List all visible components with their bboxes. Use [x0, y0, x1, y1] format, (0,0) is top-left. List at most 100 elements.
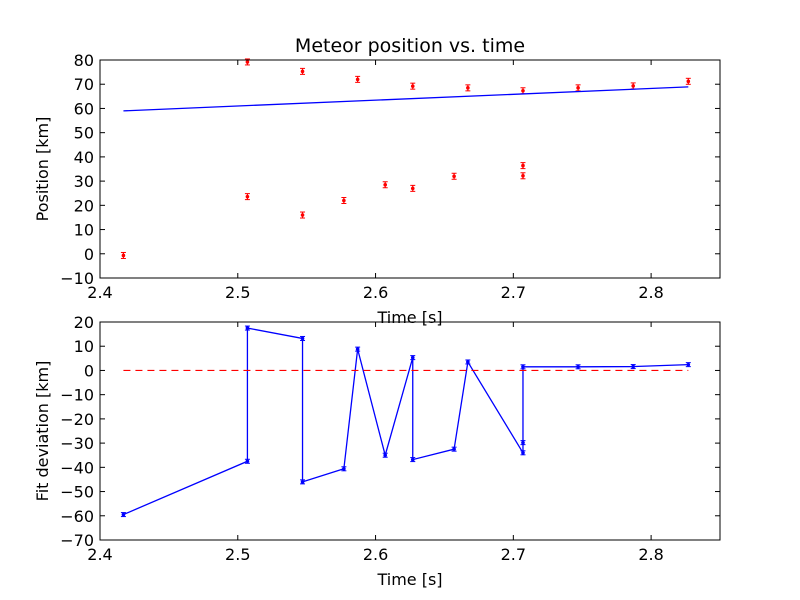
position-data-point	[410, 82, 416, 90]
position-plot-ylabel: Position [km]	[33, 117, 52, 222]
y-tick-label: 80	[74, 51, 94, 70]
deviation-point	[120, 512, 126, 518]
point-marker	[521, 163, 525, 168]
point-marker	[521, 173, 525, 178]
deviation-point	[410, 355, 416, 361]
position-data-point	[300, 211, 306, 219]
x-tick-label: 2.8	[638, 283, 663, 302]
x-tick-label: 2.8	[638, 545, 663, 564]
point-marker	[300, 480, 305, 484]
deviation-point	[630, 364, 636, 370]
point-marker	[466, 86, 470, 90]
deviation-plot-ylabel: Fit deviation [km]	[33, 361, 52, 502]
point-marker	[452, 447, 456, 451]
point-marker	[410, 355, 415, 360]
position-data-point	[382, 181, 388, 189]
point-marker	[300, 213, 305, 217]
y-tick-label: −60	[60, 507, 94, 526]
deviation-plot-frame	[99, 321, 721, 541]
point-marker	[245, 60, 250, 64]
x-tick-label: 2.7	[501, 545, 526, 564]
position-plot-xlabel: Time [s]	[376, 308, 442, 327]
deviation-point	[451, 446, 457, 452]
y-tick-label: 60	[74, 99, 94, 118]
point-marker	[383, 453, 388, 458]
deviation-plot-axes: 2.4 2.5 2.6 2.7 2.8 −70 −60 −50 −40 −30 −20 −10 0 10 2…	[60, 313, 721, 564]
position-data-point	[355, 75, 361, 83]
y-tick-label: −20	[60, 410, 94, 429]
y-tick-label: 70	[74, 75, 94, 94]
point-marker	[300, 69, 305, 74]
deviation-point	[520, 364, 526, 370]
point-marker	[121, 512, 126, 517]
x-tick-label: 2.6	[363, 283, 388, 302]
deviation-line	[123, 327, 689, 516]
position-plot-frame	[99, 59, 721, 279]
y-tick-label: −70	[60, 531, 94, 550]
point-marker	[686, 362, 691, 367]
point-marker	[521, 88, 525, 93]
point-marker	[410, 457, 415, 462]
y-tick-label: −40	[60, 458, 94, 477]
fit-line	[123, 86, 689, 112]
x-tick-label: 2.5	[225, 545, 250, 564]
y-tick-label: 0	[84, 361, 94, 380]
y-tick-label: −10	[60, 386, 94, 405]
position-data-point	[120, 251, 126, 259]
x-tick-label: 2.4	[87, 283, 112, 302]
deviation-point	[382, 452, 388, 458]
position-plot: Meteor position vs. time 2.4 2.5 2.6 2.7 2.8…	[33, 35, 721, 327]
point-marker	[576, 365, 580, 369]
y-tick-label: 10	[74, 221, 94, 240]
point-marker	[245, 326, 250, 330]
point-marker	[452, 174, 456, 179]
point-marker	[576, 86, 580, 90]
point-marker	[410, 186, 415, 191]
x-tick-label: 2.6	[363, 545, 388, 564]
point-marker	[521, 451, 525, 455]
x-tick-label: 2.5	[225, 283, 250, 302]
point-marker	[521, 365, 525, 369]
deviation-point	[244, 325, 250, 331]
point-marker	[383, 182, 388, 187]
position-data-point	[520, 162, 526, 170]
y-tick-label: 0	[84, 245, 94, 264]
position-data-point	[300, 67, 306, 75]
point-marker	[631, 84, 635, 88]
deviation-point	[300, 479, 306, 485]
deviation-point	[465, 359, 471, 365]
deviation-point	[355, 346, 361, 352]
point-marker	[355, 347, 360, 351]
position-plot-marks	[120, 58, 691, 259]
deviation-point	[244, 458, 250, 464]
deviation-point	[520, 450, 526, 456]
deviation-plot-xlabel: Time [s]	[376, 570, 442, 589]
point-marker	[410, 84, 415, 88]
y-tick-label: 20	[74, 196, 94, 215]
point-marker	[686, 79, 691, 84]
y-tick-label: 30	[74, 172, 94, 191]
point-marker	[245, 194, 250, 199]
position-data-point	[410, 184, 416, 192]
y-tick-label: 20	[74, 313, 94, 332]
deviation-point	[341, 466, 347, 472]
point-marker	[342, 198, 346, 203]
position-data-point	[520, 172, 526, 180]
point-marker	[300, 336, 305, 341]
y-tick-label: 50	[74, 124, 94, 143]
x-tick-label: 2.7	[501, 283, 526, 302]
position-data-point	[451, 172, 457, 180]
point-marker	[631, 364, 635, 369]
point-marker	[245, 459, 250, 464]
position-data-point	[244, 193, 250, 201]
position-data-point	[341, 196, 347, 204]
point-marker	[466, 360, 470, 364]
deviation-plot-marks	[120, 325, 691, 518]
position-data-point	[465, 84, 471, 92]
deviation-point	[685, 362, 691, 368]
y-tick-label: 40	[74, 148, 94, 167]
deviation-point	[410, 457, 416, 463]
